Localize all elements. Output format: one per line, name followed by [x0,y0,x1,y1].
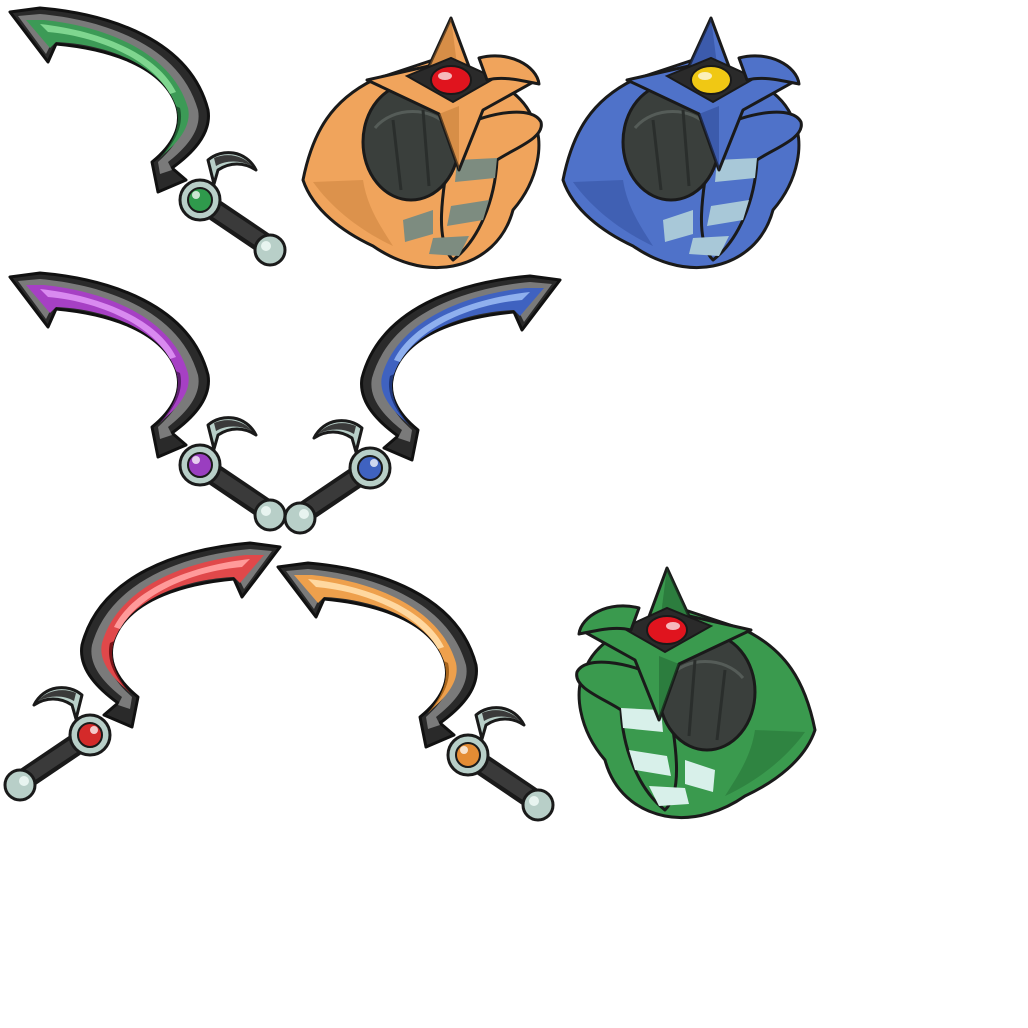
blade-color [101,555,264,693]
ear-fin [477,54,541,86]
stripe-2 [447,200,489,226]
stripe-1 [621,708,663,732]
stripe-4 [685,760,715,792]
blade-shadow [160,106,182,158]
ear-fin [577,604,641,636]
scimitar-green-art [8,6,287,267]
blade-rim [360,274,562,462]
stripe-3 [649,786,689,806]
stripe-1 [715,158,757,182]
blade-shadow [388,374,410,426]
scimitar-green [0,0,290,290]
crest-gem [646,615,688,645]
stripe-3 [429,236,469,256]
stripe-4 [663,210,693,242]
scimitar-orange-art [276,561,555,822]
scimitar-blue-art [283,274,562,535]
scimitar-purple [0,265,290,555]
blade-steel [371,282,552,442]
blade-shadow [108,641,130,693]
guard-gem [357,455,383,481]
helmet-orange-art [301,16,543,270]
blade-color [381,288,544,426]
blade-steel [286,569,467,729]
scimitar-orange [268,555,558,845]
blade-color [26,285,189,423]
helmet-orange [283,10,573,300]
blade-steel [91,549,272,709]
helmet-blue [543,10,833,300]
blade-shadow [428,661,450,713]
guard-gem [187,187,213,213]
scimitar-red [0,535,290,825]
blade-steel [18,14,199,174]
stripe-2 [629,750,671,776]
guard-gem [77,722,103,748]
guard-gem [187,452,213,478]
blade-shadow [160,371,182,423]
blade-color [26,20,189,158]
crest-gem [430,65,472,95]
stripe-1 [455,158,497,182]
blade-steel [18,279,199,439]
stripe-4 [403,210,433,242]
blade-rim [80,541,282,729]
blade-highlight [40,289,176,359]
crest-gem [690,65,732,95]
blade-rim [276,561,478,749]
blade-rim [8,271,210,459]
helmet-green-art [575,566,817,820]
blade-highlight [308,579,444,649]
blade-highlight [394,292,530,362]
helmet-blue-art [561,16,803,270]
blade-rim [8,6,210,194]
scimitar-red-art [3,541,282,802]
stripe-3 [689,236,729,256]
stripe-2 [707,200,749,226]
blade-highlight [114,559,250,629]
scimitar-purple-art [8,271,287,532]
scimitar-blue [280,268,570,558]
ear-fin [737,54,801,86]
helmet-green [545,560,835,850]
guard-gem [455,742,481,768]
blade-color [294,575,457,713]
blade-highlight [40,24,176,94]
